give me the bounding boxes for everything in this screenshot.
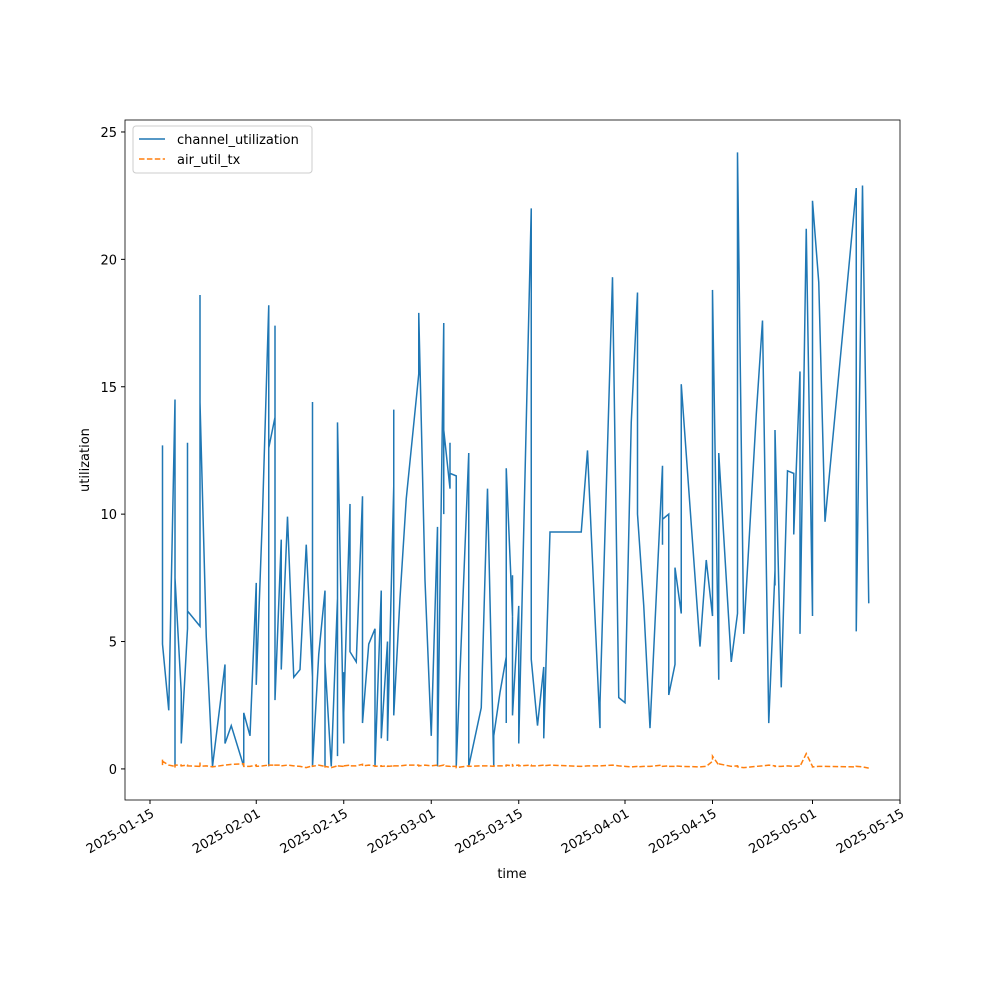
y-tick-label: 15: [100, 381, 117, 396]
y-tick-label: 0: [109, 763, 117, 778]
series-line: [161, 751, 869, 769]
y-tick-label: 10: [100, 508, 117, 523]
y-axis-label: utilization: [78, 428, 93, 492]
y-tick-label: 25: [100, 126, 117, 141]
legend-box: [132, 125, 313, 174]
x-axis-label: time: [497, 867, 526, 882]
plot-frame: [124, 119, 901, 801]
y-tick-label: 5: [109, 636, 117, 651]
y-tick-label: 20: [100, 253, 117, 268]
legend-label: air_util_tx: [177, 153, 241, 168]
series-line: [161, 152, 870, 767]
legend-label: channel_utilization: [177, 133, 299, 148]
